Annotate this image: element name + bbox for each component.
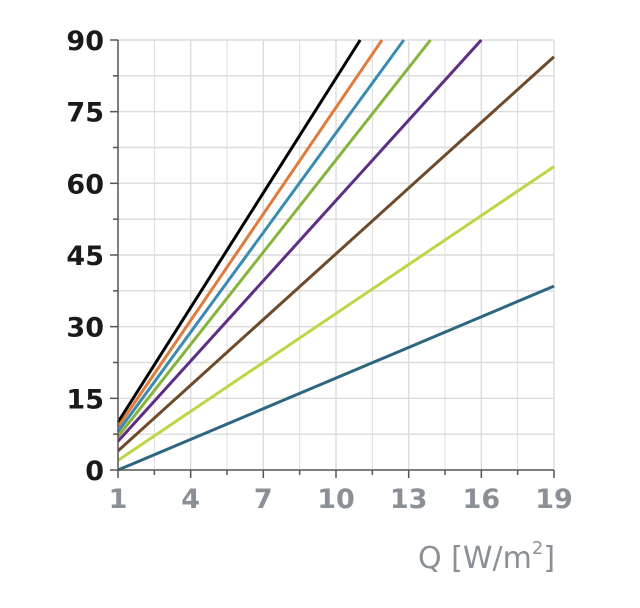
series-line-7 bbox=[117, 165, 555, 462]
series-group bbox=[116, 38, 556, 472]
series-line-8 bbox=[117, 284, 555, 472]
x-tick-label: 16 bbox=[463, 484, 501, 515]
axes bbox=[110, 39, 555, 478]
y-tick-label: 75 bbox=[66, 98, 104, 129]
y-tick-label: 30 bbox=[66, 313, 104, 344]
y-tick-labels: 0 15 30 45 60 75 90 bbox=[66, 26, 104, 487]
x-tick-label: 1 bbox=[109, 484, 128, 515]
x-tick-labels: 1 4 7 10 13 16 19 bbox=[109, 484, 573, 515]
x-axis-label-close: ] bbox=[543, 541, 555, 576]
y-tick-label: 60 bbox=[66, 169, 104, 200]
x-tick-label: 19 bbox=[535, 484, 573, 515]
x-tick-label: 10 bbox=[317, 484, 355, 515]
y-tick-label: 90 bbox=[66, 26, 104, 57]
x-tick-label: 7 bbox=[254, 484, 273, 515]
series-line-5 bbox=[116, 38, 483, 443]
series-line-1 bbox=[116, 39, 362, 424]
series-line-2 bbox=[116, 39, 384, 428]
x-axis-label-sup: 2 bbox=[532, 538, 543, 559]
x-axis-label-main: Q [W/m bbox=[418, 541, 532, 576]
series-line-6 bbox=[116, 55, 556, 453]
x-tick-label: 13 bbox=[390, 484, 428, 515]
series-line-4 bbox=[116, 39, 432, 438]
y-tick-label: 0 bbox=[85, 456, 104, 487]
x-axis-label: Q [W/m2] bbox=[418, 538, 555, 576]
y-tick-label: 45 bbox=[66, 241, 104, 272]
series-line-3 bbox=[116, 39, 406, 433]
x-tick-label: 4 bbox=[181, 484, 200, 515]
y-tick-label: 15 bbox=[66, 384, 104, 415]
